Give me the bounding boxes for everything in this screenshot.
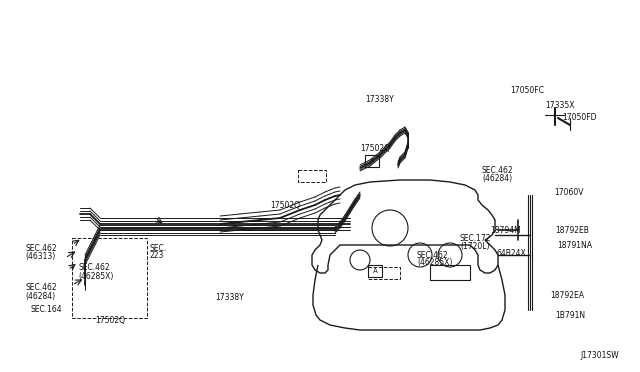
Bar	[298, 170, 326, 182]
Text: (46285X): (46285X)	[417, 259, 452, 267]
Text: SEC.172: SEC.172	[460, 234, 492, 243]
Text: 18792EA: 18792EA	[550, 291, 584, 299]
Text: 17335X: 17335X	[545, 100, 575, 109]
Bar	[368, 267, 400, 279]
Bar	[365, 155, 379, 167]
Text: (46284): (46284)	[25, 292, 55, 301]
Bar	[430, 265, 470, 280]
Text: J17301SW: J17301SW	[580, 350, 619, 359]
Text: SEC.164: SEC.164	[30, 305, 61, 314]
Text: 17502Q: 17502Q	[95, 315, 125, 324]
Text: (46285X): (46285X)	[78, 272, 113, 280]
Text: 17060V: 17060V	[554, 187, 584, 196]
Text: 223: 223	[150, 251, 164, 260]
Text: SEC.462: SEC.462	[417, 250, 449, 260]
Text: 17338Y: 17338Y	[365, 94, 394, 103]
Text: 64B24X: 64B24X	[497, 248, 527, 257]
Text: (46313): (46313)	[25, 251, 55, 260]
Text: SEC.462: SEC.462	[482, 166, 514, 174]
Text: SEC.462: SEC.462	[25, 244, 56, 253]
Text: A: A	[370, 158, 374, 164]
Text: 1B791N: 1B791N	[555, 311, 585, 320]
Text: A: A	[372, 268, 378, 274]
Text: 18792EB: 18792EB	[555, 225, 589, 234]
Bar	[368, 265, 382, 277]
Text: (1720L): (1720L)	[460, 241, 490, 250]
Text: SEC.: SEC.	[150, 244, 167, 253]
Text: SEC.462: SEC.462	[78, 263, 109, 273]
Text: 17502Q: 17502Q	[360, 144, 390, 153]
Text: 18791NA: 18791NA	[557, 241, 592, 250]
Text: 17050FD: 17050FD	[562, 112, 596, 122]
Text: 17502Q: 17502Q	[270, 201, 300, 209]
Text: 17338Y: 17338Y	[215, 294, 244, 302]
Text: 17050FC: 17050FC	[510, 86, 544, 94]
Text: (46284): (46284)	[482, 173, 512, 183]
Bar	[72, 238, 147, 318]
Text: SEC.462: SEC.462	[25, 283, 56, 292]
Text: 18794M: 18794M	[490, 225, 521, 234]
